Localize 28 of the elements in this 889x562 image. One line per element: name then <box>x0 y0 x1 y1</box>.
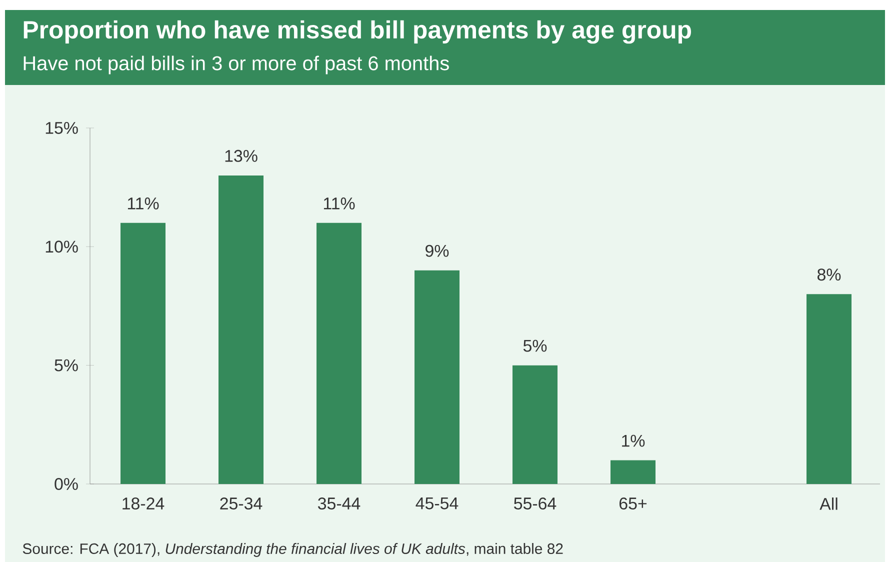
data-label: 11% <box>128 198 159 210</box>
bar <box>414 270 460 484</box>
bar <box>610 460 656 484</box>
x-tick-label: 45-54 <box>416 498 458 510</box>
data-label: 13% <box>225 150 258 162</box>
data-label: 11% <box>324 198 355 210</box>
bar <box>512 365 558 484</box>
x-tick-label: 18-24 <box>122 498 164 510</box>
chart-subtitle: Have not paid bills in 3 or more of past 6 months <box>24 56 449 74</box>
data-label: 5% <box>523 340 547 352</box>
x-tick-label: 55-64 <box>514 498 556 510</box>
bar <box>218 175 264 484</box>
y-tick-label: 0% <box>54 478 78 490</box>
chart-title: Proportion who have missed bill payments by age group <box>24 20 692 44</box>
bar <box>316 222 362 484</box>
y-tick-label: 15% <box>46 122 78 134</box>
x-tick-label: 35-44 <box>318 498 360 510</box>
bar <box>806 294 852 484</box>
x-tick-label: 25-34 <box>220 498 262 510</box>
y-tick-label: 5% <box>54 359 78 372</box>
data-label: 9% <box>426 244 449 257</box>
source-note: Source: FCA (2017), Understanding the financial lives of UK adults, main table 82 <box>22 543 563 557</box>
bar <box>120 222 166 484</box>
x-tick-label: All <box>820 498 838 510</box>
x-tick-label: 65+ <box>620 498 647 510</box>
data-label: 1% <box>622 434 645 447</box>
y-tick-label: 10% <box>46 240 78 253</box>
data-label: 8% <box>818 268 841 281</box>
